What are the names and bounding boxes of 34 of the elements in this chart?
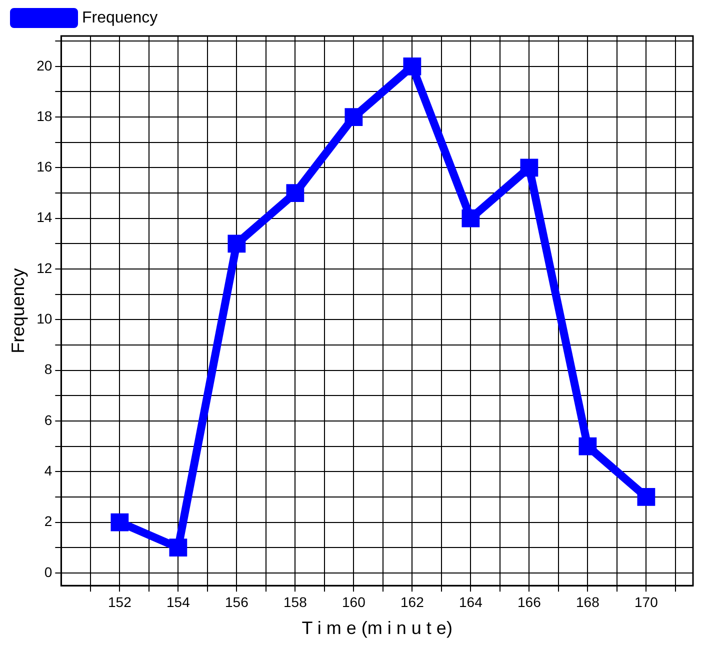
x-tick-label: 170: [634, 594, 658, 610]
point: [169, 538, 188, 557]
y-tick-label: 8: [44, 361, 52, 378]
x-axis-title: T i m e (m i n u t e): [302, 618, 452, 638]
point: [578, 437, 597, 456]
y-tick-label: 4: [44, 462, 52, 478]
point: [344, 108, 363, 126]
point: [462, 209, 480, 228]
x-tick-label: 158: [284, 594, 308, 610]
x-tick-label: 156: [225, 594, 249, 610]
x-tick-label: 164: [459, 594, 483, 610]
y-tick-label: 10: [36, 310, 52, 327]
point: [110, 513, 129, 532]
x-tick-label: 162: [400, 594, 424, 610]
y-tick-label: 20: [36, 57, 52, 74]
y-axis-title: Frequency: [8, 268, 28, 354]
x-tick-label: 168: [576, 594, 600, 610]
point: [403, 57, 422, 76]
y-tick-label: 0: [44, 564, 52, 580]
y-tick-label: 16: [36, 158, 52, 175]
point: [637, 488, 656, 506]
y-tick-label: 14: [36, 209, 52, 226]
y-tick-label: 18: [36, 108, 52, 124]
x-tick-label: 160: [342, 594, 366, 610]
legend-label: Frequency: [82, 9, 158, 26]
x-tick-label: 166: [518, 594, 542, 610]
point: [286, 184, 304, 202]
y-tick-label: 12: [36, 260, 52, 276]
point: [228, 234, 246, 253]
x-tick-label: 154: [166, 594, 190, 610]
y-tick-label: 6: [44, 412, 52, 428]
y-tick-label: 2: [44, 513, 52, 530]
point: [520, 158, 538, 177]
x-tick-label: 152: [108, 594, 132, 610]
